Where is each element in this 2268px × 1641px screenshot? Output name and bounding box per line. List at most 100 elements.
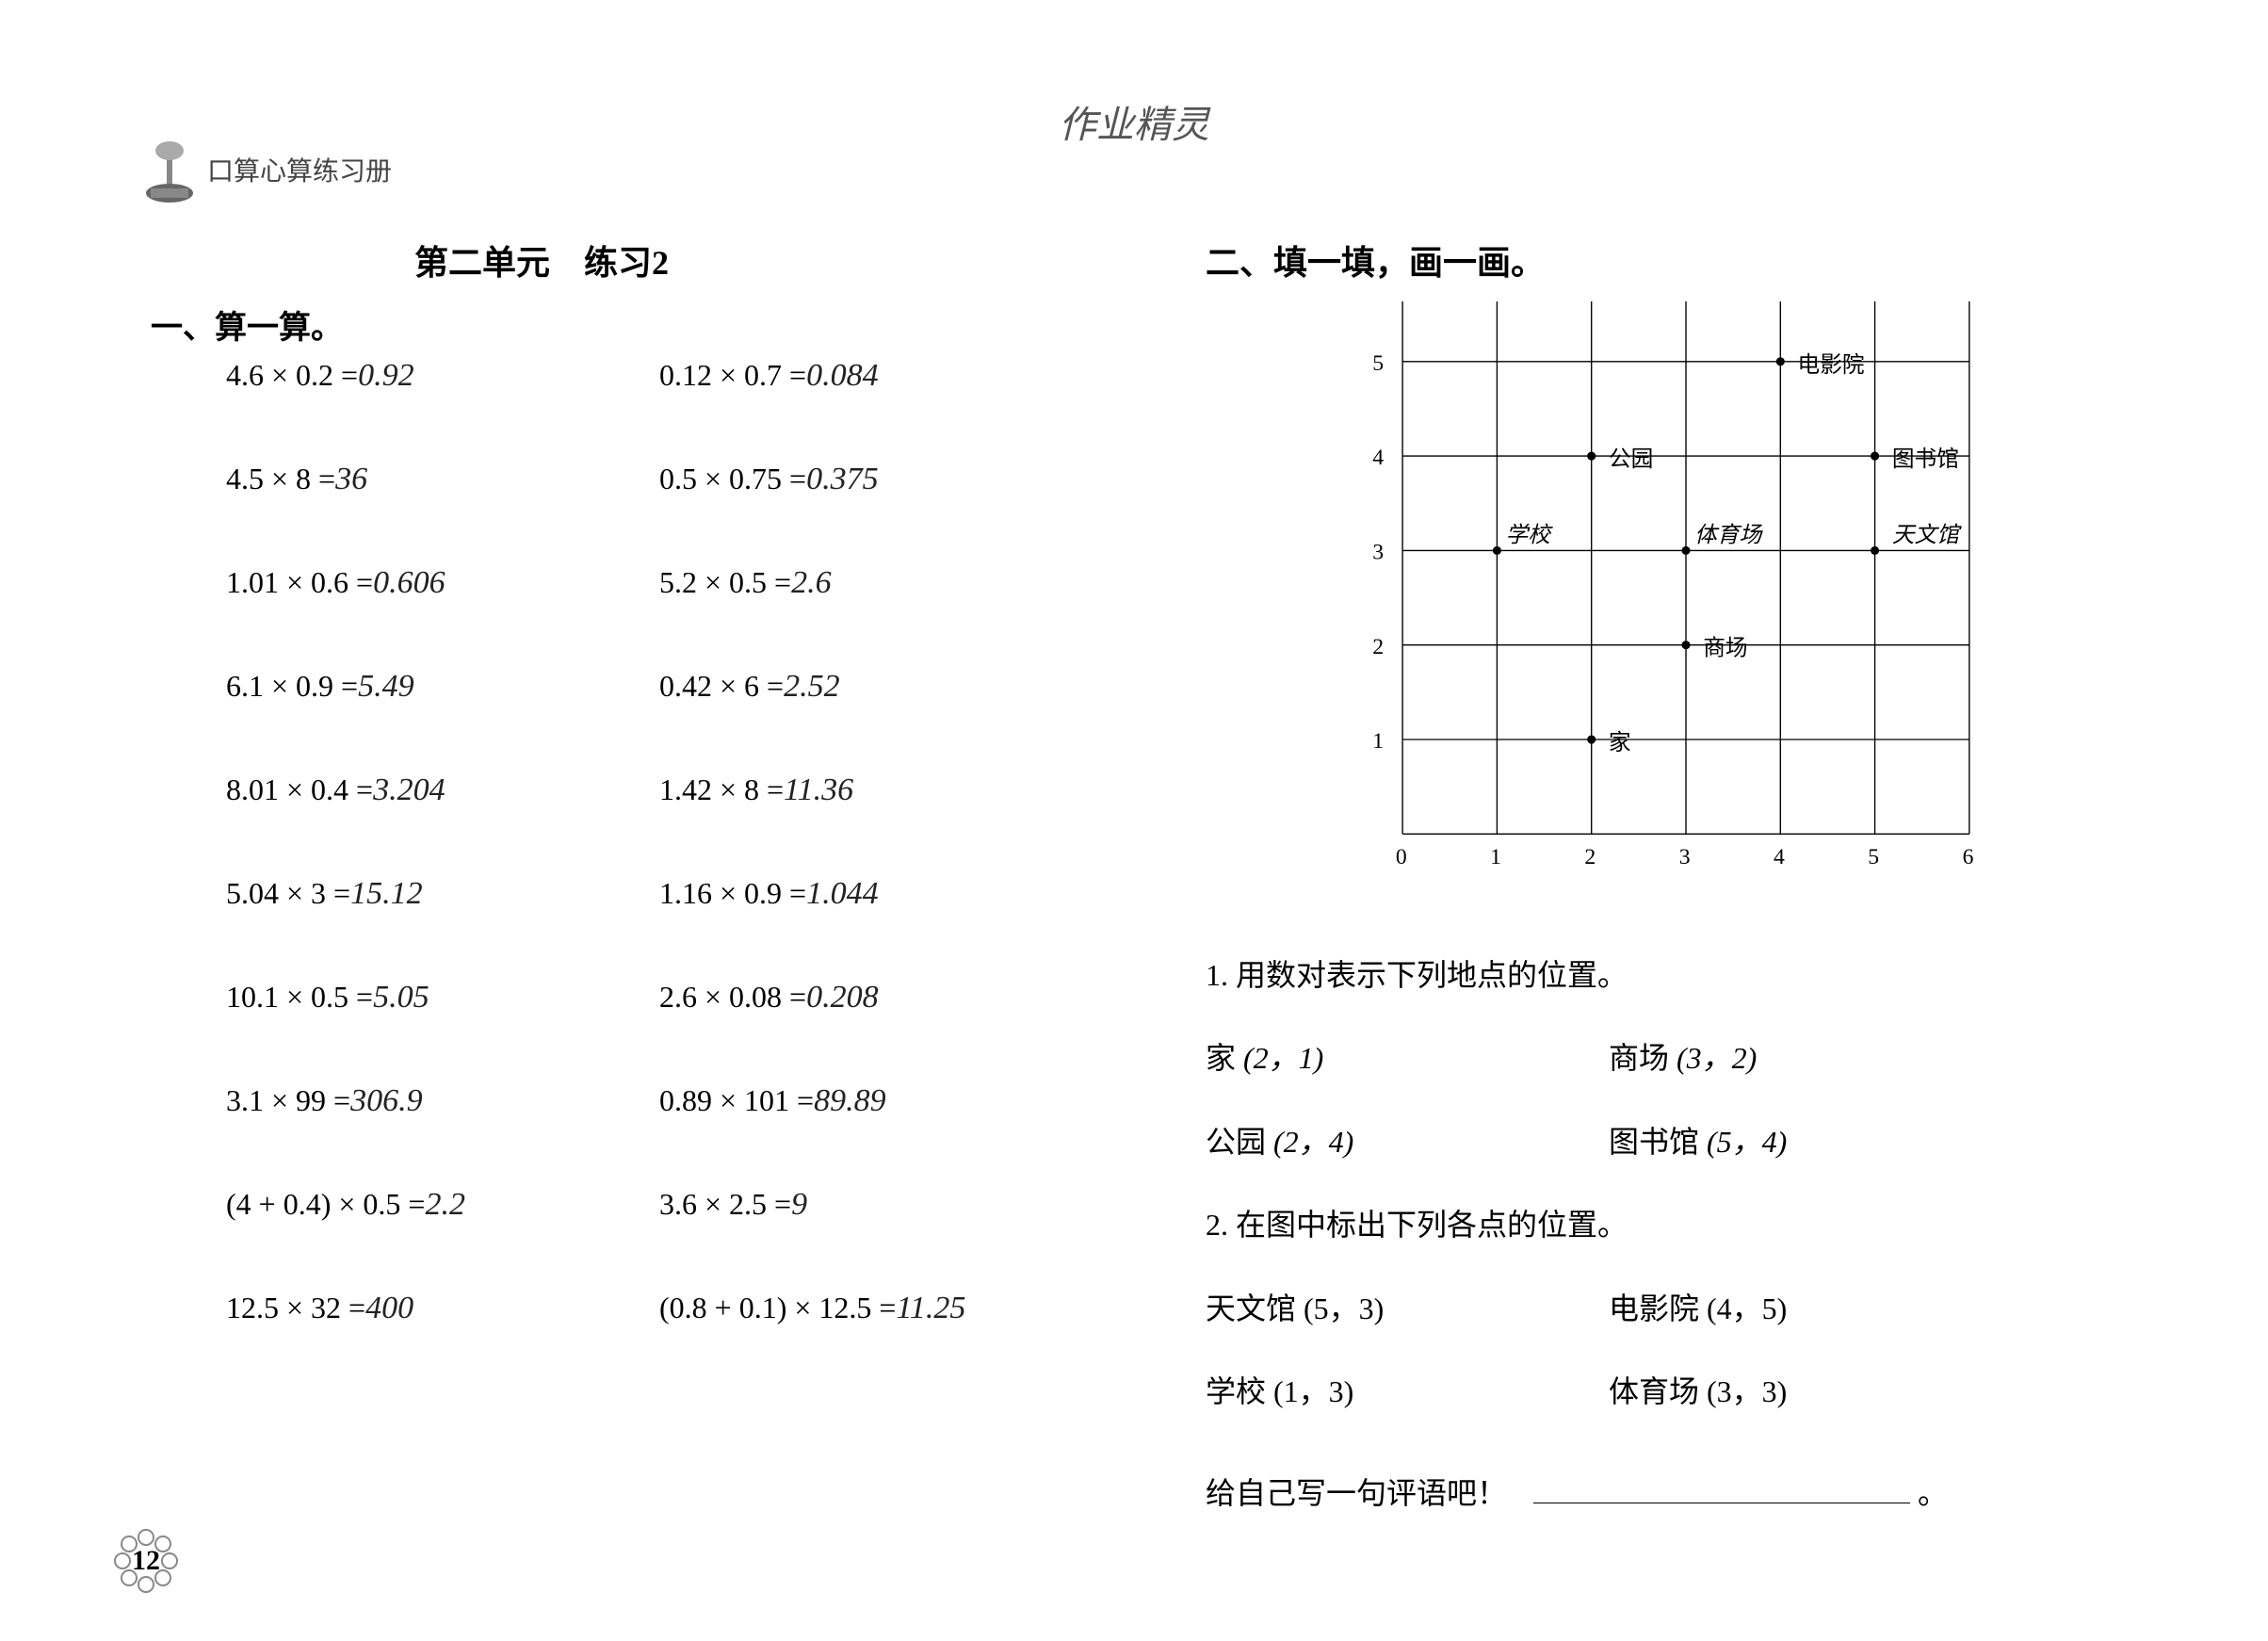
calc-expression: 3.6 × 2.5 = bbox=[659, 1187, 791, 1221]
calc-cell: 1.01 × 0.6 =0.606 bbox=[226, 565, 659, 601]
calc-cell: (0.8 + 0.1) × 12.5 =11.25 bbox=[659, 1291, 1093, 1326]
calc-cell: 10.1 × 0.5 =5.05 bbox=[226, 980, 659, 1015]
calc-row: 6.1 × 0.9 =5.490.42 × 6 =2.52 bbox=[226, 669, 1093, 705]
lamp-book-icon bbox=[141, 132, 198, 207]
calc-answer: 2.2 bbox=[425, 1187, 465, 1222]
svg-text:1: 1 bbox=[1490, 845, 1501, 869]
top-watermark: 作业精灵 bbox=[1059, 94, 1209, 149]
calc-row: 12.5 × 32 =400(0.8 + 0.1) × 12.5 =11.25 bbox=[226, 1291, 1093, 1326]
q1-item-coord: (3，2) bbox=[1677, 1041, 1757, 1075]
calc-cell: 1.42 × 8 =11.36 bbox=[659, 772, 1093, 808]
page-container: 作业精灵 口算心算练习册 第二单元 练习2 一、算一算。 4.6 × 0.2 =… bbox=[0, 0, 2268, 1641]
location-label: 家 bbox=[1609, 730, 1631, 756]
calc-expression: 1.16 × 0.9 = bbox=[659, 876, 806, 910]
calc-row: 8.01 × 0.4 =3.2041.42 × 8 =11.36 bbox=[226, 772, 1093, 808]
q2-item-label: 电影院 bbox=[1609, 1292, 1699, 1325]
calc-answer: 400 bbox=[365, 1291, 413, 1325]
calc-expression: 4.6 × 0.2 = bbox=[226, 358, 358, 392]
calc-answer: 306.9 bbox=[350, 1083, 423, 1118]
calc-answer: 0.92 bbox=[358, 358, 414, 393]
location-label: 体育场 bbox=[1694, 522, 1763, 547]
calc-answer: 89.89 bbox=[814, 1083, 886, 1118]
section2-title: 二、填一填，画一画。 bbox=[1206, 236, 1545, 284]
location-label: 图书馆 bbox=[1892, 447, 1959, 472]
q1-item-label: 公园 bbox=[1206, 1125, 1266, 1159]
calc-expression: 3.1 × 99 = bbox=[226, 1083, 350, 1117]
q2-item-coord: (5，3) bbox=[1304, 1292, 1384, 1325]
page-number: 12 bbox=[113, 1528, 179, 1594]
comment-line: 给自己写一句评语吧！ 。 bbox=[1206, 1470, 1948, 1513]
svg-text:3: 3 bbox=[1679, 845, 1691, 869]
calc-answer: 0.084 bbox=[806, 358, 879, 393]
location-label: 公园 bbox=[1609, 447, 1653, 472]
calc-answer: 0.606 bbox=[373, 565, 446, 600]
svg-text:4: 4 bbox=[1372, 446, 1384, 470]
calc-cell: 5.04 × 3 =15.12 bbox=[226, 876, 659, 912]
calc-answer: 0.208 bbox=[806, 980, 879, 1015]
calc-answer: 5.05 bbox=[373, 980, 429, 1015]
calc-cell: 6.1 × 0.9 =5.49 bbox=[226, 669, 659, 705]
calc-answer: 5.49 bbox=[358, 669, 414, 704]
q2-item-label: 天文馆 bbox=[1206, 1292, 1296, 1325]
svg-text:3: 3 bbox=[1372, 541, 1384, 565]
q1-prompt: 1. 用数对表示下列地点的位置。 bbox=[1206, 942, 2053, 1008]
calc-answer: 1.044 bbox=[806, 876, 879, 911]
unit-title: 第二单元 练习2 bbox=[414, 236, 669, 284]
calc-answer: 9 bbox=[791, 1187, 807, 1222]
svg-text:2: 2 bbox=[1372, 635, 1384, 659]
section1-title: 一、算一算。 bbox=[151, 301, 343, 348]
calc-cell: 2.6 × 0.08 =0.208 bbox=[659, 980, 1093, 1015]
calc-answer: 11.25 bbox=[896, 1291, 965, 1325]
calc-row: 3.1 × 99 =306.90.89 × 101 =89.89 bbox=[226, 1083, 1093, 1119]
calc-answer: 36 bbox=[335, 462, 367, 496]
calc-cell: 3.6 × 2.5 =9 bbox=[659, 1187, 1093, 1223]
q1-item-coord: (2，4) bbox=[1273, 1125, 1353, 1159]
q1-row2: 公园 (2，4) 图书馆 (5，4) bbox=[1206, 1109, 2053, 1175]
calc-cell: 0.5 × 0.75 =0.375 bbox=[659, 462, 1093, 497]
q2-item-coord: (1，3) bbox=[1273, 1374, 1353, 1408]
q1-row1: 家 (2，1) 商场 (3，2) bbox=[1206, 1025, 2053, 1091]
svg-text:0: 0 bbox=[1396, 845, 1407, 869]
calc-expression: 2.6 × 0.08 = bbox=[659, 980, 806, 1014]
calc-expression: 0.89 × 101 = bbox=[659, 1083, 814, 1117]
q2-row1: 天文馆 (5，3) 电影院 (4，5) bbox=[1206, 1275, 2053, 1341]
calc-row: 5.04 × 3 =15.121.16 × 0.9 =1.044 bbox=[226, 876, 1093, 912]
calc-row: 4.5 × 8 =360.5 × 0.75 =0.375 bbox=[226, 462, 1093, 497]
calc-answer: 11.36 bbox=[784, 772, 853, 807]
q1-item-label: 商场 bbox=[1609, 1041, 1669, 1075]
svg-text:5: 5 bbox=[1372, 351, 1384, 376]
q1-item-label: 家 bbox=[1206, 1041, 1236, 1075]
q2-prompt: 2. 在图中标出下列各点的位置。 bbox=[1206, 1192, 2053, 1258]
calc-cell: 0.12 × 0.7 =0.084 bbox=[659, 358, 1093, 394]
q2-item-label: 体育场 bbox=[1609, 1374, 1699, 1408]
calc-cell: 1.16 × 0.9 =1.044 bbox=[659, 876, 1093, 912]
calc-cell: 0.89 × 101 =89.89 bbox=[659, 1083, 1093, 1119]
calc-row: (4 + 0.4) × 0.5 =2.2 3.6 × 2.5 =9 bbox=[226, 1187, 1093, 1223]
coordinate-chart: 0123456123456电影院公园图书馆体育场学校天文馆商场家 bbox=[1319, 301, 2053, 885]
svg-text:1: 1 bbox=[1372, 729, 1384, 754]
q2-row2: 学校 (1，3) 体育场 (3，3) bbox=[1206, 1358, 2053, 1424]
q2-item-label: 学校 bbox=[1206, 1374, 1266, 1408]
questions-block: 1. 用数对表示下列地点的位置。 家 (2，1) 商场 (3，2) 公园 (2，… bbox=[1206, 942, 2053, 1441]
svg-text:5: 5 bbox=[1868, 845, 1879, 869]
calc-cell: 8.01 × 0.4 =3.204 bbox=[226, 772, 659, 808]
q2-item-coord: (3，3) bbox=[1707, 1374, 1787, 1408]
calc-cell: 3.1 × 99 =306.9 bbox=[226, 1083, 659, 1119]
location-label: 电影院 bbox=[1798, 352, 1865, 378]
calc-expression: (4 + 0.4) × 0.5 = bbox=[226, 1187, 425, 1221]
calc-expression: 5.2 × 0.5 = bbox=[659, 565, 791, 599]
q1-item-coord: (5，4) bbox=[1707, 1125, 1787, 1159]
q1-item-label: 图书馆 bbox=[1609, 1125, 1699, 1159]
calc-expression: (0.8 + 0.1) × 12.5 = bbox=[659, 1291, 896, 1324]
svg-text:6: 6 bbox=[1963, 845, 1974, 869]
location-label: 学校 bbox=[1506, 522, 1554, 547]
calc-cell: 5.2 × 0.5 =2.6 bbox=[659, 565, 1093, 601]
calc-answer: 0.375 bbox=[806, 462, 879, 496]
calc-expression: 1.42 × 8 = bbox=[659, 772, 784, 806]
calc-row: 10.1 × 0.5 =5.052.6 × 0.08 =0.208 bbox=[226, 980, 1093, 1015]
calc-row: 4.6 × 0.2 =0.920.12 × 0.7 =0.084 bbox=[226, 358, 1093, 394]
calc-expression: 10.1 × 0.5 = bbox=[226, 980, 373, 1014]
calc-cell: 4.6 × 0.2 =0.92 bbox=[226, 358, 659, 394]
calc-answer: 2.52 bbox=[784, 669, 840, 704]
calc-answer: 3.204 bbox=[373, 772, 446, 807]
